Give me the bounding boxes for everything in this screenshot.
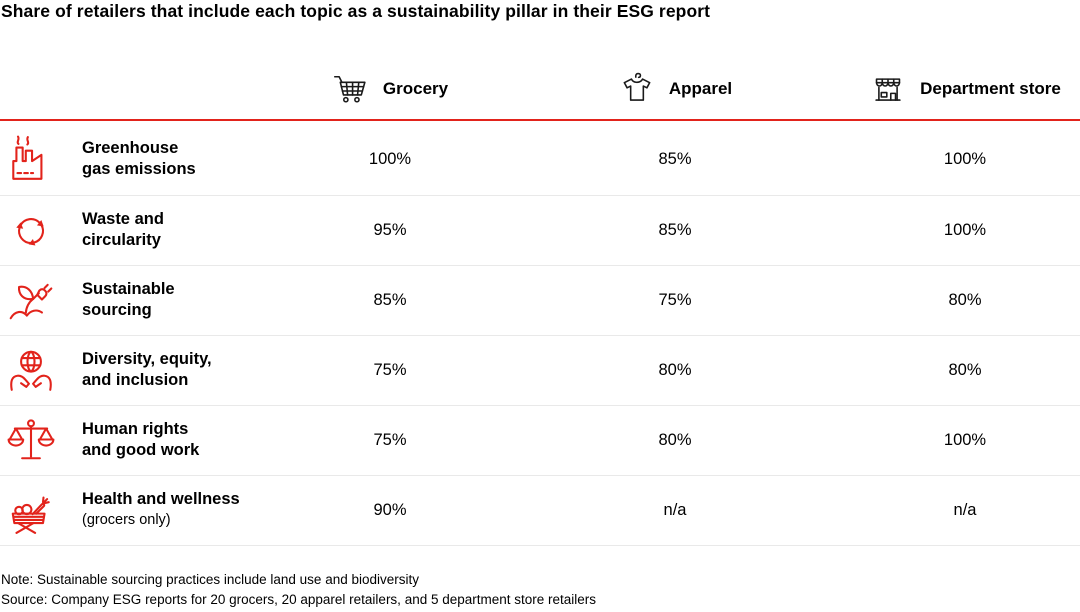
row-icon-cell <box>0 345 62 395</box>
topic-label-line2: gas emissions <box>82 160 196 178</box>
value-apparel: 80% <box>658 360 692 379</box>
value-apparel: 85% <box>658 220 692 239</box>
shopping-cart-icon <box>333 75 366 103</box>
note-line: Note: Sustainable sourcing practices inc… <box>1 572 419 587</box>
table-row-greenhouse-gas: Greenhouse gas emissions 100% 85% 100% <box>0 124 1080 196</box>
page-title: Share of retailers that include each top… <box>1 1 711 21</box>
column-header-grocery: Grocery <box>280 70 500 108</box>
topic-label-line2: (grocers only) <box>82 512 171 528</box>
value-department-store: 80% <box>948 360 982 379</box>
value-apparel: 80% <box>658 430 692 449</box>
table-row-human-rights: Human rights and good work 75% 80% 100% <box>0 406 1080 476</box>
row-icon-cell <box>0 485 62 535</box>
value-department-store: 100% <box>943 430 987 449</box>
tshirt-on-hanger-icon <box>623 72 651 101</box>
topic-label-line1: Waste and <box>82 210 164 228</box>
row-icon-cell <box>0 205 62 255</box>
topic-label-cell: Sustainable sourcing <box>70 279 280 321</box>
column-header-department-store: Department store <box>850 70 1080 108</box>
value-department-store: 100% <box>943 220 987 239</box>
table-row-sustainable-sourcing: Sustainable sourcing 85% 75% 80% <box>0 266 1080 336</box>
table-body: Greenhouse gas emissions 100% 85% 100% <box>0 124 1080 546</box>
column-header-label: Grocery <box>382 79 449 98</box>
row-icon-cell <box>0 275 62 325</box>
topic-label-line1: Sustainable <box>82 280 175 298</box>
topic-label-line2: circularity <box>82 231 161 249</box>
value-grocery: 75% <box>373 360 407 379</box>
table-row-waste-circularity: Waste and circularity 95% 85% 100% <box>0 196 1080 266</box>
sprout-plug-icon <box>9 283 53 320</box>
value-apparel: n/a <box>663 500 687 519</box>
value-department-store: 100% <box>943 149 987 168</box>
topic-label-line1: Human rights <box>82 420 189 438</box>
table-row-health-wellness: Health and wellness (grocers only) 90% n… <box>0 476 1080 546</box>
topic-label-line2: and good work <box>82 441 200 459</box>
topic-label-cell: Human rights and good work <box>70 419 280 461</box>
table-header-row: Grocery Apparel Department store <box>0 59 1080 121</box>
row-icon-cell <box>0 415 62 465</box>
value-grocery: 75% <box>373 430 407 449</box>
row-icon-cell <box>0 134 62 184</box>
source-line: Source: Company ESG reports for 20 groce… <box>1 592 597 607</box>
column-header-apparel: Apparel <box>500 70 850 108</box>
value-department-store: 80% <box>948 290 982 309</box>
value-department-store: n/a <box>953 500 977 519</box>
value-grocery: 90% <box>373 500 407 519</box>
vegetable-crate-icon <box>11 496 50 534</box>
footnotes: Note: Sustainable sourcing practices inc… <box>1 570 596 610</box>
topic-label-line1: Greenhouse <box>82 139 179 157</box>
recycling-icon <box>16 218 44 246</box>
factory-emissions-icon <box>12 135 43 180</box>
topic-label-cell: Greenhouse gas emissions <box>70 138 280 180</box>
value-apparel: 75% <box>658 290 692 309</box>
topic-label-cell: Waste and circularity <box>70 209 280 251</box>
topic-label-line1: Health and wellness <box>82 490 240 508</box>
hands-globe-icon <box>10 350 52 391</box>
balance-scales-icon <box>7 419 55 460</box>
storefront-icon <box>875 78 901 101</box>
topic-label-cell: Diversity, equity, and inclusion <box>70 349 280 391</box>
value-apparel: 85% <box>658 149 692 168</box>
topic-label-line2: sourcing <box>82 301 152 319</box>
column-header-label: Department store <box>920 79 1061 98</box>
value-grocery: 85% <box>373 290 407 309</box>
column-header-label: Apparel <box>668 79 733 98</box>
topic-label-line1: Diversity, equity, <box>82 350 212 368</box>
table-row-diversity-equity-inclusion: Diversity, equity, and inclusion 75% 80%… <box>0 336 1080 406</box>
topic-label-line2: and inclusion <box>82 371 189 389</box>
topic-label-cell: Health and wellness (grocers only) <box>70 489 280 531</box>
value-grocery: 100% <box>368 149 412 168</box>
value-grocery: 95% <box>373 220 407 239</box>
